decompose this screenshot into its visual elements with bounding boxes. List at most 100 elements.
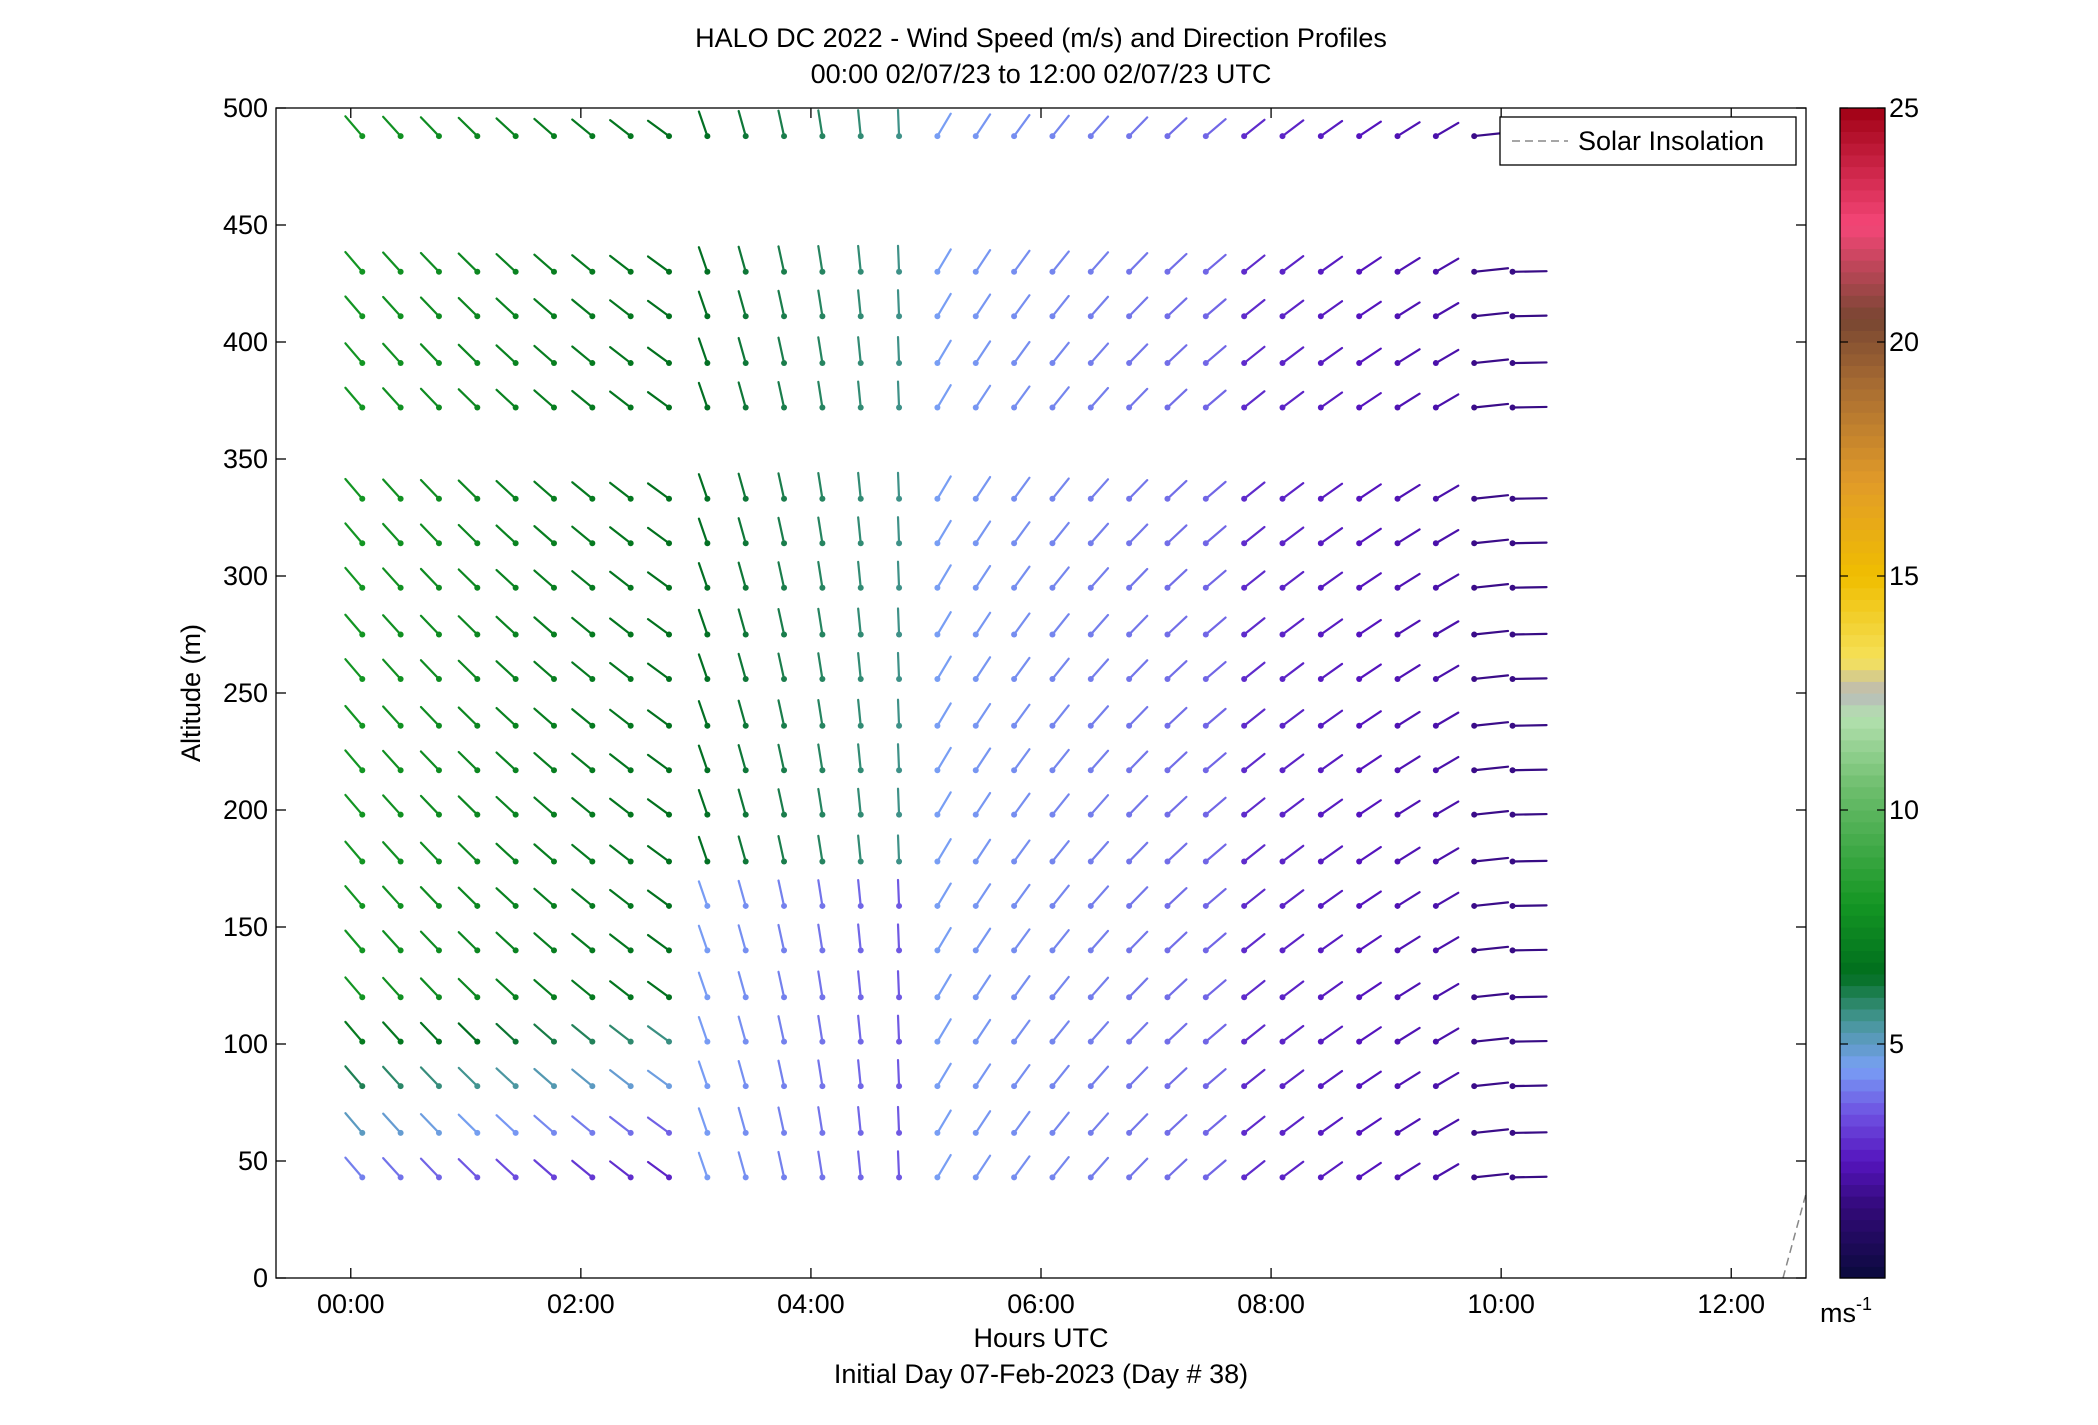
wind-barb-shaft [1089, 840, 1110, 863]
wind-barb-shaft [1434, 121, 1460, 138]
wind-barb-shaft [533, 660, 556, 681]
wind-barb-shaft [1358, 392, 1382, 409]
wind-barb-shaft [1051, 793, 1070, 816]
wind-barb-point [1432, 404, 1439, 411]
wind-barb-shaft [382, 387, 402, 409]
wind-barb-point [627, 360, 634, 367]
wind-barb-shaft [777, 472, 786, 500]
wind-barb-shaft [1128, 886, 1149, 908]
wind-barb-point [1164, 767, 1171, 774]
wind-barb-shaft [737, 1015, 747, 1043]
wind-barb-point [1087, 947, 1094, 954]
wind-barb-point [397, 902, 404, 909]
wind-barb-point [1432, 947, 1439, 954]
wind-barb-shaft [737, 608, 747, 636]
colorbar-band [1840, 1008, 1885, 1022]
colorbar-band [1840, 189, 1885, 203]
wind-barb-shaft [974, 113, 992, 138]
wind-barb-shaft [344, 386, 364, 409]
wind-barb-point [972, 313, 979, 320]
wind-barb-shaft [1319, 391, 1344, 409]
colorbar-band [1840, 1079, 1885, 1092]
wind-barb-point [1049, 675, 1056, 682]
wind-barb-shaft [1166, 1114, 1188, 1135]
wind-barb-point [550, 404, 557, 411]
wind-barb-point [627, 1083, 634, 1090]
wind-barb-shaft [896, 560, 901, 589]
wind-barb-shaft [382, 522, 402, 545]
wind-barb-point [819, 767, 826, 774]
colorbar-band [1840, 833, 1885, 846]
wind-barb-point [474, 675, 481, 682]
wind-barb-point [1049, 947, 1056, 954]
wind-barb-point [896, 1129, 903, 1136]
y-tick-label: 400 [223, 327, 268, 357]
wind-barb-point [742, 360, 749, 367]
wind-barb-shaft [1434, 302, 1460, 318]
wind-barb-point [1011, 268, 1018, 275]
colorbar-tick-label: 20 [1889, 327, 1919, 357]
wind-barb-shaft [1511, 948, 1548, 952]
wind-barb-point [742, 675, 749, 682]
wind-barb-shaft [1358, 710, 1382, 727]
wind-barb-point [474, 811, 481, 818]
wind-barb-shaft [857, 560, 862, 589]
wind-barb-shaft [1204, 253, 1227, 273]
wind-barb-point [742, 404, 749, 411]
wind-barb-shaft [1012, 249, 1031, 273]
wind-barb-shaft [1012, 476, 1031, 500]
wind-barb-shaft [457, 977, 479, 999]
wind-barb-shaft [1511, 1131, 1548, 1135]
wind-barb-shaft [571, 708, 594, 727]
wind-barb-point [1164, 947, 1171, 954]
wind-barb-shaft [1511, 541, 1548, 545]
wind-barb-shaft [896, 743, 901, 772]
wind-barb-point [1471, 1083, 1478, 1090]
wind-barb-point [1241, 631, 1248, 638]
wind-barb-point [550, 722, 557, 729]
wind-barb-shaft [609, 1115, 632, 1135]
wind-barb-point [1011, 947, 1018, 954]
wind-barb-shaft [1089, 522, 1110, 545]
wind-barb-point [896, 902, 903, 909]
wind-barb-shaft [1281, 1069, 1305, 1088]
wind-barb-point [627, 858, 634, 865]
wind-barb-shaft [1243, 570, 1266, 589]
wind-barb-shaft [974, 611, 992, 636]
wind-barb-point [1126, 404, 1133, 411]
wind-barb-shaft [1511, 812, 1548, 816]
wind-barb-shaft [571, 570, 594, 589]
wind-barb-point [972, 675, 979, 682]
wind-barb-shaft [1473, 402, 1510, 409]
wind-barb-point [1279, 313, 1286, 320]
wind-barb-shaft [1243, 254, 1266, 273]
colorbar-band [1840, 423, 1885, 437]
wind-barb-shaft [646, 889, 671, 908]
wind-barb-point [896, 1083, 903, 1090]
wind-barb-point [934, 584, 941, 591]
wind-barb-point [1049, 811, 1056, 818]
wind-barb-shaft [896, 244, 901, 273]
wind-barb-point [1087, 495, 1094, 502]
colorbar-band [1840, 1184, 1885, 1197]
wind-barb-point [742, 1174, 749, 1181]
wind-barb-point [1241, 360, 1248, 367]
wind-barb-shaft [697, 110, 709, 138]
wind-barb-shaft [419, 841, 441, 863]
wind-barb-point [435, 631, 442, 638]
wind-barb-shaft [1358, 300, 1382, 318]
wind-barb-shaft [896, 651, 901, 681]
wind-barb-point [474, 495, 481, 502]
wind-barb-shaft [533, 707, 556, 727]
wind-barb-point [1087, 767, 1094, 774]
wind-barb-shaft [495, 253, 517, 273]
wind-barb-point [474, 767, 481, 774]
wind-barb-shaft [1243, 390, 1266, 409]
wind-barb-point [1011, 994, 1018, 1001]
colorbar-band [1840, 950, 1885, 963]
wind-barb-shaft [646, 391, 671, 409]
wind-barb-point [742, 540, 749, 547]
wind-barb-shaft [697, 1151, 709, 1179]
wind-barb-shaft [857, 834, 862, 863]
wind-barb-point [896, 268, 903, 275]
